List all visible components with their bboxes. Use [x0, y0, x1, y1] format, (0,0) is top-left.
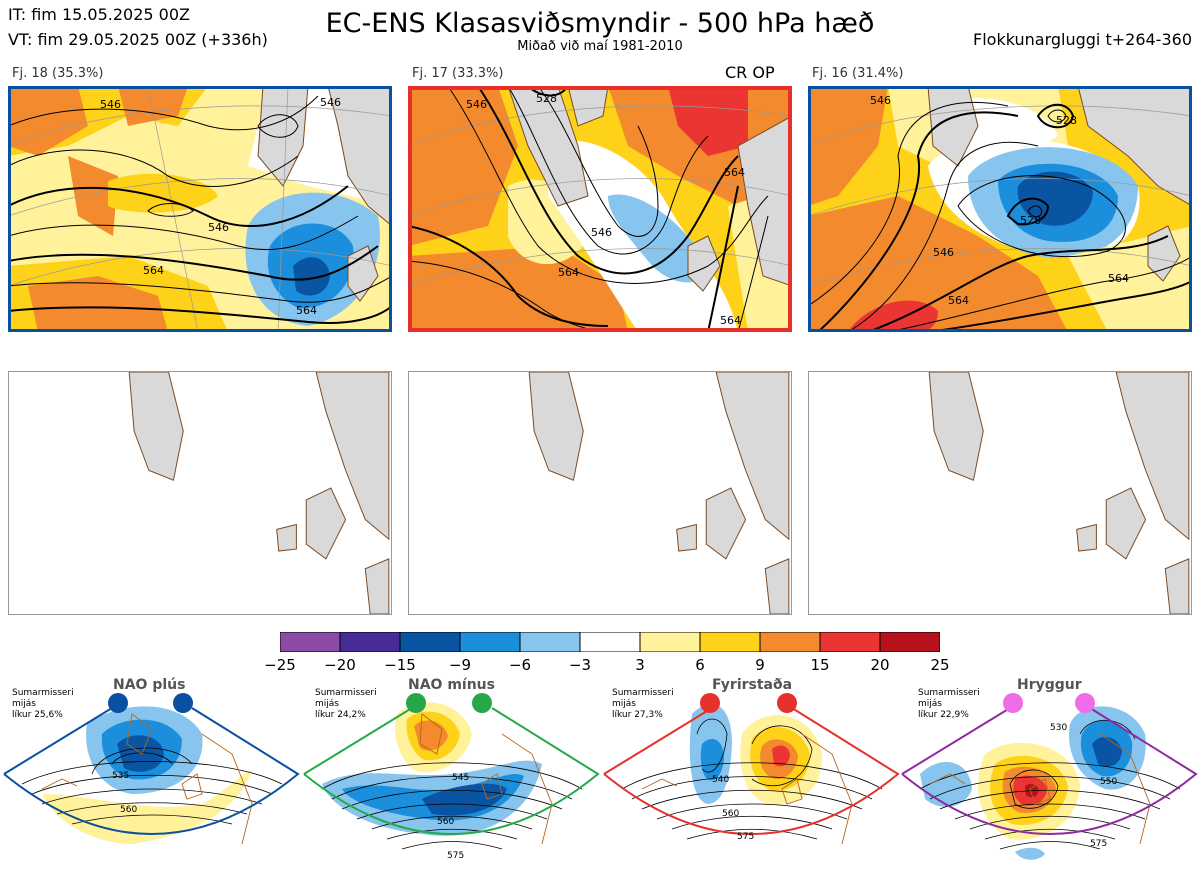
colorbar-tick-label: 9 [755, 656, 765, 674]
cluster-1-contour-label: 546 [208, 221, 229, 234]
empty-map-1 [8, 371, 392, 615]
cluster-3-map: 528 528 546 546 564 564 [808, 86, 1192, 332]
regime-3-contour-label: 540 [712, 775, 729, 785]
regime-2-marker [406, 693, 426, 713]
regime-1-likelihood: líkur 25,6% [12, 710, 63, 720]
colorbar-tick-label: −9 [448, 656, 472, 674]
empty-map-2 [408, 371, 792, 615]
regime-4-likelihood: líkur 22,9% [918, 710, 969, 720]
cluster-1-contour-label: 564 [296, 304, 317, 317]
regime-3-season: Sumarmisseri [612, 688, 674, 698]
colorbar-tick-label: −15 [384, 656, 416, 674]
regime-4-marker [1003, 693, 1023, 713]
colorbar-tick-label: 3 [635, 656, 645, 674]
regime-1-contour-label: 535 [112, 771, 129, 781]
regime-3-stat: mijás [612, 699, 636, 709]
colorbar-tick-label: 15 [810, 656, 830, 674]
cluster-3-label: Fj. 16 (31.4%) [812, 66, 904, 81]
colorbar-swatch [879, 631, 941, 653]
regime-1-stat: mijás [12, 699, 36, 709]
colorbar-tick-label: −20 [324, 656, 356, 674]
regime-2-likelihood: líkur 24,2% [315, 710, 366, 720]
cluster-3-contour-label: 528 [1020, 214, 1041, 227]
regime-3-marker [700, 693, 720, 713]
colorbar-swatch [639, 631, 701, 653]
regime-2-marker [472, 693, 492, 713]
regime-2-contour-label: 560 [437, 817, 454, 827]
cluster-2-tag: CR OP [725, 63, 775, 82]
cluster-2-contour-label: 564 [720, 314, 741, 327]
cluster-2-contour-label: 546 [466, 98, 487, 111]
colorbar-swatch [819, 631, 881, 653]
colorbar-swatch [759, 631, 821, 653]
cluster-3-contour-label: 546 [933, 246, 954, 259]
cluster-2-contour-label: 564 [558, 266, 579, 279]
colorbar-tick-label: −6 [508, 656, 532, 674]
cluster-2-contour-label: 564 [724, 166, 745, 179]
regime-3-marker [777, 693, 797, 713]
regime-2-season: Sumarmisseri [315, 688, 377, 698]
regime-3-contour-label: 560 [722, 809, 739, 819]
regime-2-title: NAO mínus [408, 677, 495, 693]
regime-1-marker [173, 693, 193, 713]
cluster-3-contour-label: 546 [870, 94, 891, 107]
cluster-2-map: 528 546 546 564 564 564 [408, 86, 792, 332]
regime-4-contour-label: 530 [1050, 723, 1067, 733]
cluster-1-contour-label: 546 [100, 98, 121, 111]
cluster-2-contour-label: 528 [536, 92, 557, 105]
colorbar-swatch [399, 631, 461, 653]
colorbar-tick-label: −3 [568, 656, 592, 674]
colorbar-tick-label: 20 [870, 656, 890, 674]
empty-map-3 [808, 371, 1192, 615]
colorbar-swatch [579, 631, 641, 653]
chart-subtitle: Miðað við maí 1981-2010 [517, 39, 683, 54]
regime-2-map: 545 560 575 [302, 694, 600, 866]
cluster-3-contour-label: 528 [1056, 114, 1077, 127]
regime-4-contour-label: 575 [1090, 839, 1107, 849]
cluster-2-contour-label: 546 [591, 226, 612, 239]
regime-3-title: Fyrirstaða [712, 677, 793, 693]
regime-1-map: 535 560 [2, 694, 300, 866]
colorbar-tick-label: −25 [264, 656, 296, 674]
colorbar-swatch [339, 631, 401, 653]
cluster-2-label: Fj. 17 (33.3%) [412, 66, 504, 81]
regime-2-contour-label: 545 [452, 773, 469, 783]
cluster-1-contour-label: 546 [320, 96, 341, 109]
regime-1-title: NAO plús [113, 677, 186, 693]
cluster-1-contour-label: 564 [143, 264, 164, 277]
colorbar-swatch [459, 631, 521, 653]
regime-4-title: Hryggur [1017, 677, 1082, 693]
colorbar-swatch [279, 631, 341, 653]
cluster-window: Flokkunargluggi t+264-360 [973, 30, 1192, 49]
colorbar-swatch [519, 631, 581, 653]
colorbar-tick-label: 6 [695, 656, 705, 674]
cluster-3-contour-label: 564 [1108, 272, 1129, 285]
regime-4-marker [1075, 693, 1095, 713]
regime-1-marker [108, 693, 128, 713]
chart-title: EC-ENS Klasasviðsmyndir - 500 hPa hæð [325, 8, 875, 39]
regime-3-contour-label: 575 [737, 832, 754, 842]
regime-4-season: Sumarmisseri [918, 688, 980, 698]
regime-4-contour-label: 550 [1100, 777, 1117, 787]
regime-3-map: 540 560 575 [602, 694, 900, 866]
cluster-3-contour-label: 564 [948, 294, 969, 307]
init-time: IT: fim 15.05.2025 00Z [8, 5, 190, 24]
colorbar-swatches [279, 631, 941, 653]
colorbar [279, 631, 941, 653]
regime-2-contour-label: 575 [447, 851, 464, 861]
regime-1-season: Sumarmisseri [12, 688, 74, 698]
cluster-1-label: Fj. 18 (35.3%) [12, 66, 104, 81]
regime-1-contour-label: 560 [120, 805, 137, 815]
regime-4-map: 530 550 575 [900, 694, 1198, 866]
cluster-1-map: 546 546 546 564 564 [8, 86, 392, 332]
regime-3-likelihood: líkur 27,3% [612, 710, 663, 720]
regime-2-stat: mijás [315, 699, 339, 709]
colorbar-tick-label: 25 [930, 656, 950, 674]
valid-time: VT: fim 29.05.2025 00Z (+336h) [8, 30, 268, 49]
colorbar-swatch [699, 631, 761, 653]
regime-4-stat: mijás [918, 699, 942, 709]
